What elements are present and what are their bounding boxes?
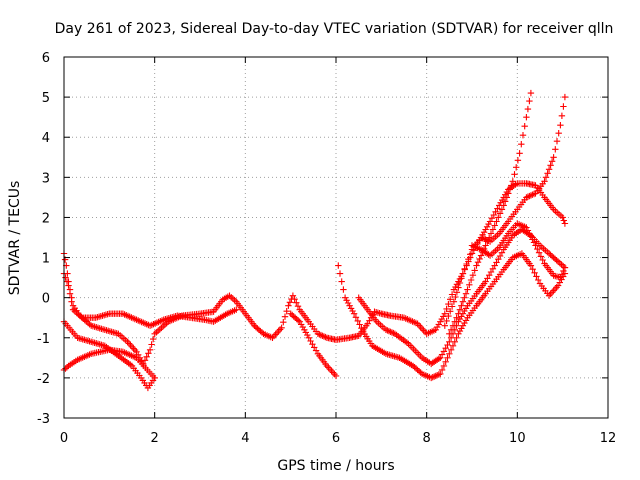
x-axis-label: GPS time / hours: [277, 458, 394, 474]
y-tick-label: 2: [42, 211, 50, 226]
y-tick-label: 4: [42, 131, 50, 146]
y-tick-label: 1: [42, 252, 50, 267]
series-pass-d: [60, 270, 240, 329]
data-series: [60, 89, 569, 392]
series-pass-c: [60, 180, 569, 368]
y-tick-label: -2: [37, 372, 50, 387]
y-axis-label: SDTVAR / TECUs: [7, 181, 23, 296]
series-pass-f: [335, 250, 569, 382]
y-tick-label: 6: [42, 51, 50, 66]
y-tick-label: -1: [37, 332, 50, 347]
series-pass-i: [441, 93, 569, 329]
y-tick-label: 0: [42, 292, 50, 307]
series-pass-e: [355, 226, 569, 368]
x-tick-label: 8: [423, 431, 431, 446]
series-pass-g: [287, 310, 340, 380]
x-tick-label: 10: [509, 431, 526, 446]
x-tick-label: 2: [151, 431, 159, 446]
x-tick-label: 0: [60, 431, 68, 446]
series-pass-j: [468, 220, 569, 281]
x-tick-label: 4: [241, 431, 249, 446]
x-tick-label: 6: [332, 431, 340, 446]
y-tick-label: 3: [42, 171, 50, 186]
series-pass-b: [60, 318, 158, 392]
series-pass-h: [446, 89, 535, 337]
y-tick-label: 5: [42, 91, 50, 106]
chart-title: Day 261 of 2023, Sidereal Day-to-day VTE…: [55, 21, 614, 37]
x-tick-label: 12: [600, 431, 617, 446]
y-tick-label: -3: [37, 412, 50, 427]
